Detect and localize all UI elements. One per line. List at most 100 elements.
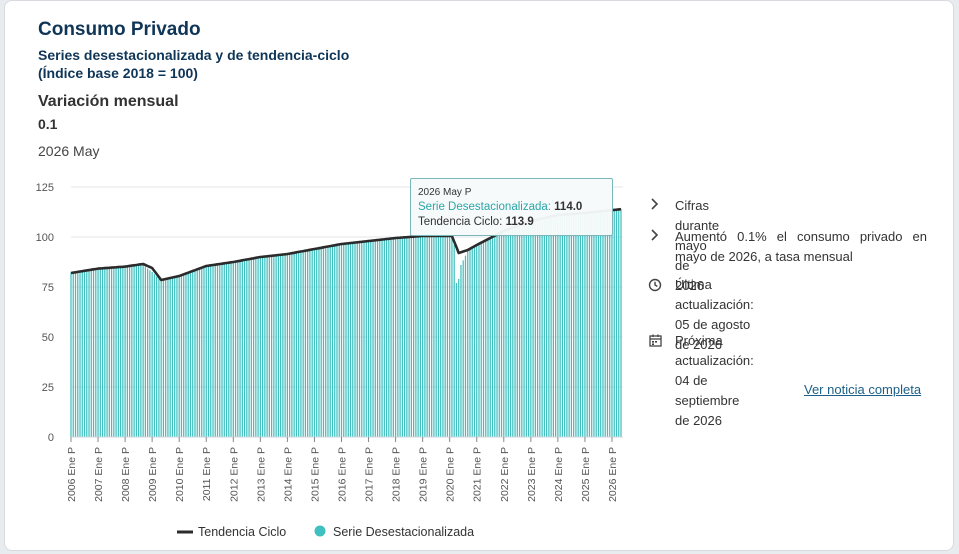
bar [523,224,525,437]
bar [534,220,536,437]
bar [144,266,147,437]
bar [419,236,422,437]
legend-bars-label[interactable]: Serie Desestacionalizada [333,525,474,539]
bar [435,235,437,437]
bar [376,240,379,437]
bar [216,264,219,437]
bar [142,265,144,437]
bar [119,267,122,437]
bar-series [70,209,622,437]
bar [518,225,521,437]
bar [282,255,284,437]
bar [261,257,264,437]
next-update-value: 04 de septiembre de 2026 [675,373,740,428]
x-tick-label: 2008 Ene P [120,447,132,502]
full-news-link[interactable]: Ver noticia completa [804,382,922,397]
bar [232,262,234,437]
bar [336,245,338,437]
bar [259,258,261,437]
bar [577,213,579,437]
bar [151,272,153,437]
bar [460,265,462,437]
bar [104,268,106,437]
bar [570,214,573,437]
bar [367,242,370,437]
last-update-label: Última actualización: [675,277,754,312]
bar [428,235,431,437]
bar [293,253,295,437]
bar [548,217,550,437]
bar [582,213,584,437]
bar [291,254,293,437]
bar [604,210,606,437]
bar [539,219,541,437]
bar [298,252,300,437]
bar [422,236,424,437]
bar [494,235,496,437]
bar [597,211,600,437]
bar [338,245,340,437]
bar [201,268,203,437]
bar [557,215,559,437]
bar [212,265,214,437]
bar [433,235,435,437]
bar [363,242,365,437]
bar [505,230,507,437]
page-title: Consumo Privado [38,19,201,40]
bar [478,242,480,437]
bar [606,210,609,437]
bar [609,210,611,437]
bar [79,271,81,437]
tooltip-trend-row: Tendencia Ciclo: 113.9 [418,215,605,230]
bar [307,251,309,437]
bar [446,235,449,437]
bar [124,267,126,437]
variation-label: Variación mensual [38,93,179,110]
subtitle-line-1: Series desestacionalizada y de tendencia… [38,47,350,63]
bar [239,261,241,437]
bar [273,256,275,437]
x-tick-label: 2021 Ene P [472,447,484,502]
bar [158,278,160,437]
bar [295,253,298,437]
bar [602,211,604,437]
bar [413,236,415,437]
bar [311,250,313,437]
bar [178,276,180,437]
period-label: 2026 May [38,143,100,159]
x-tick-label: 2014 Ene P [282,447,294,502]
tooltip-series-row: Serie Desestacionalizada: 114.0 [418,200,605,215]
bar [196,270,198,437]
bar [241,260,243,437]
x-tick-label: 2020 Ene P [445,447,457,502]
chevron-right-icon [647,196,663,216]
bar [135,265,137,437]
bar [462,260,464,437]
bar [559,214,561,437]
bar [408,237,410,437]
bar [248,259,250,437]
bar [264,257,266,437]
bar [88,270,90,437]
chart-subtitle: Series desestacionalizada y de tendencia… [38,46,349,82]
bar [176,276,178,437]
bar [358,243,361,437]
x-tick-label: 2019 Ene P [418,447,430,502]
legend-trend-label[interactable]: Tendencia Ciclo [198,525,286,539]
bar [417,236,419,437]
bar [566,214,568,437]
x-tick-label: 2024 Ene P [553,447,565,502]
bar [327,247,329,437]
x-tick-label: 2011 Ene P [201,447,213,501]
bar [467,251,469,437]
bar [149,270,151,437]
bar [340,245,343,437]
bar [406,237,408,437]
bar [394,238,397,437]
bar [169,278,171,437]
bar [516,226,518,437]
bar [207,266,210,437]
bar [250,259,252,437]
tooltip-series-value: 114.0 [554,201,583,213]
bar [243,260,246,437]
